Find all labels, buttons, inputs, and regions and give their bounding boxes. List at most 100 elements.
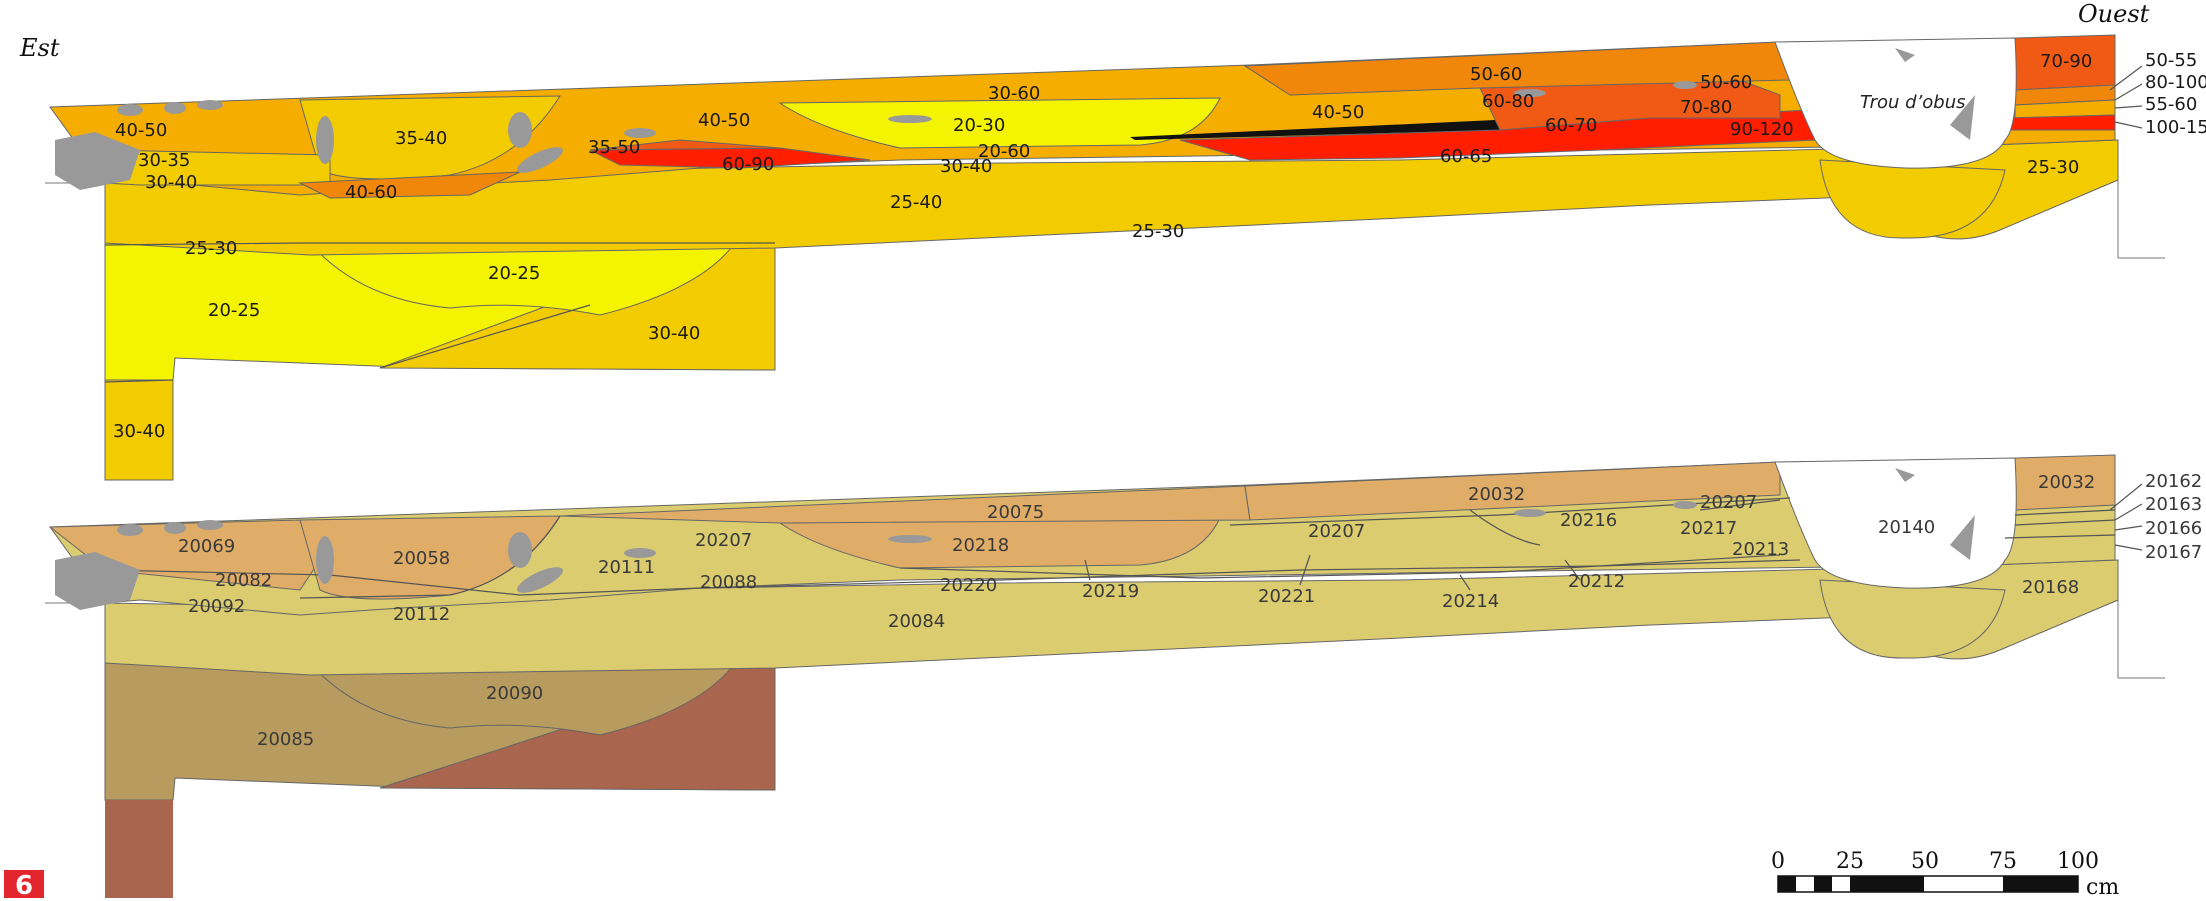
- top-label-21: 40-60: [345, 182, 397, 203]
- top-label-27: 30-40: [648, 323, 700, 344]
- stone: [316, 536, 334, 584]
- top-label-18: 30-40: [940, 156, 992, 177]
- stone: [1950, 95, 1975, 140]
- layer-lens-40-60: [298, 171, 521, 199]
- top-label-9: 70-80: [1680, 97, 1732, 118]
- top-right-label-2: 55-60: [2145, 94, 2197, 115]
- bottom-label-10: 20082: [215, 570, 272, 591]
- top-label-1: 35-40: [395, 128, 447, 149]
- scale-tick-4: 100: [2057, 849, 2099, 874]
- bottom-label-26: 20032: [2038, 472, 2095, 493]
- stone: [1895, 468, 1915, 482]
- stone: [197, 520, 223, 530]
- bottom-right-label-2: 20166: [2145, 518, 2202, 539]
- scale-tick-2: 50: [1911, 849, 1939, 874]
- figure-number: 6: [14, 871, 34, 901]
- layer-lens-20-30: [778, 97, 1221, 149]
- unit-bottom-column: [105, 800, 173, 898]
- stone: [117, 104, 143, 116]
- stone: [55, 552, 140, 610]
- top-label-10: 70-90: [2040, 51, 2092, 72]
- stone: [1950, 515, 1975, 560]
- stone: [1673, 501, 1697, 509]
- east-label: Est: [19, 34, 60, 62]
- stone: [1514, 89, 1546, 97]
- layer-right-stack-c: [2004, 114, 2116, 131]
- top-label-15: 30-35: [138, 150, 190, 171]
- bottom-label-11: 20111: [598, 557, 655, 578]
- scale-tick-1: 25: [1836, 849, 1864, 874]
- shell-hole-label: Trou d’obus: [1860, 92, 1966, 113]
- bottom-label-23: 20090: [486, 683, 543, 704]
- bottom-right-label-0: 20162: [2145, 471, 2202, 492]
- stone: [624, 548, 656, 558]
- unit-20218: [778, 517, 1221, 569]
- stone: [316, 116, 334, 164]
- top-label-14: 90-120: [1730, 119, 1794, 140]
- west-label: Ouest: [2078, 0, 2150, 28]
- bottom-label-18: 20221: [1258, 586, 1315, 607]
- bottom-label-5: 20032: [1468, 484, 1525, 505]
- unit-20075: [559, 485, 1251, 524]
- top-label-26: 20-25: [208, 300, 260, 321]
- bottom-label-6: 20207: [1308, 521, 1365, 542]
- top-label-23: 25-30: [1132, 221, 1184, 242]
- bottom-label-2: 20207: [695, 530, 752, 551]
- top-label-22: 25-40: [890, 192, 942, 213]
- stone: [164, 522, 186, 534]
- top-right-label-0: 50-55: [2145, 50, 2197, 71]
- bottom-label-20: 20212: [1568, 571, 1625, 592]
- top-label-2: 40-50: [698, 110, 750, 131]
- top-label-6: 50-60: [1470, 64, 1522, 85]
- bottom-label-4: 20218: [952, 535, 1009, 556]
- bottom-label-19: 20214: [1442, 591, 1499, 612]
- bottom-label-22: 20084: [888, 611, 945, 632]
- scale-bar: 0 25 50 75 100 cm: [1771, 849, 2119, 898]
- unit-20032: [1244, 461, 1781, 521]
- top-label-11: 35-50: [588, 137, 640, 158]
- stone: [164, 102, 186, 114]
- scale-unit: cm: [2086, 875, 2119, 898]
- bottom-label-17: 20112: [393, 604, 450, 625]
- stone: [1673, 81, 1697, 89]
- top-label-19: 60-65: [1440, 146, 1492, 167]
- layer-black-band: [1130, 120, 1500, 140]
- layer-lower-lens: [308, 242, 736, 316]
- top-label-24: 25-30: [185, 238, 237, 259]
- unit-shell-bowl: [1819, 579, 2006, 659]
- bottom-label-25: 20140: [1878, 517, 1935, 538]
- bottom-label-1: 20058: [393, 548, 450, 569]
- top-label-5: 40-50: [1312, 102, 1364, 123]
- bottom-label-3: 20075: [987, 502, 1044, 523]
- stone: [508, 532, 532, 568]
- top-right-label-3: 100-150: [2145, 117, 2206, 138]
- stone: [888, 115, 932, 123]
- top-label-12: 20-60: [978, 141, 1030, 162]
- stone: [888, 535, 932, 543]
- scale-tick-3: 75: [1989, 849, 2017, 874]
- bottom-section: 20069 20058 20207 20075 20218 20032 20207 20216…: [45, 454, 2202, 898]
- bottom-label-9: 20217: [1680, 518, 1737, 539]
- top-label-13: 60-70: [1545, 115, 1597, 136]
- top-label-17: 60-90: [722, 154, 774, 175]
- bottom-label-21: 20168: [2022, 577, 2079, 598]
- bottom-label-0: 20069: [178, 536, 235, 557]
- figure-number-badge: 6: [4, 870, 44, 901]
- stone: [508, 112, 532, 148]
- top-label-16: 30-40: [145, 172, 197, 193]
- top-label-0: 40-50: [115, 120, 167, 141]
- stone: [117, 524, 143, 536]
- stone: [1514, 509, 1546, 517]
- top-section: Est Ouest Trou d’obus 40-50 35-40 40-50 30-…: [19, 0, 2206, 481]
- unit-20090: [308, 662, 736, 736]
- stone: [197, 100, 223, 110]
- layer-lens-60-90-b: [589, 139, 781, 151]
- top-label-3: 30-60: [988, 83, 1040, 104]
- top-label-8: 50-60: [1700, 72, 1752, 93]
- top-right-label-1: 80-100: [2145, 72, 2206, 93]
- layer-orange-50-60: [1243, 41, 1791, 96]
- bottom-labels: 20069 20058 20207 20075 20218 20032 20207 20216…: [178, 472, 2095, 750]
- bottom-label-12: 20088: [700, 572, 757, 593]
